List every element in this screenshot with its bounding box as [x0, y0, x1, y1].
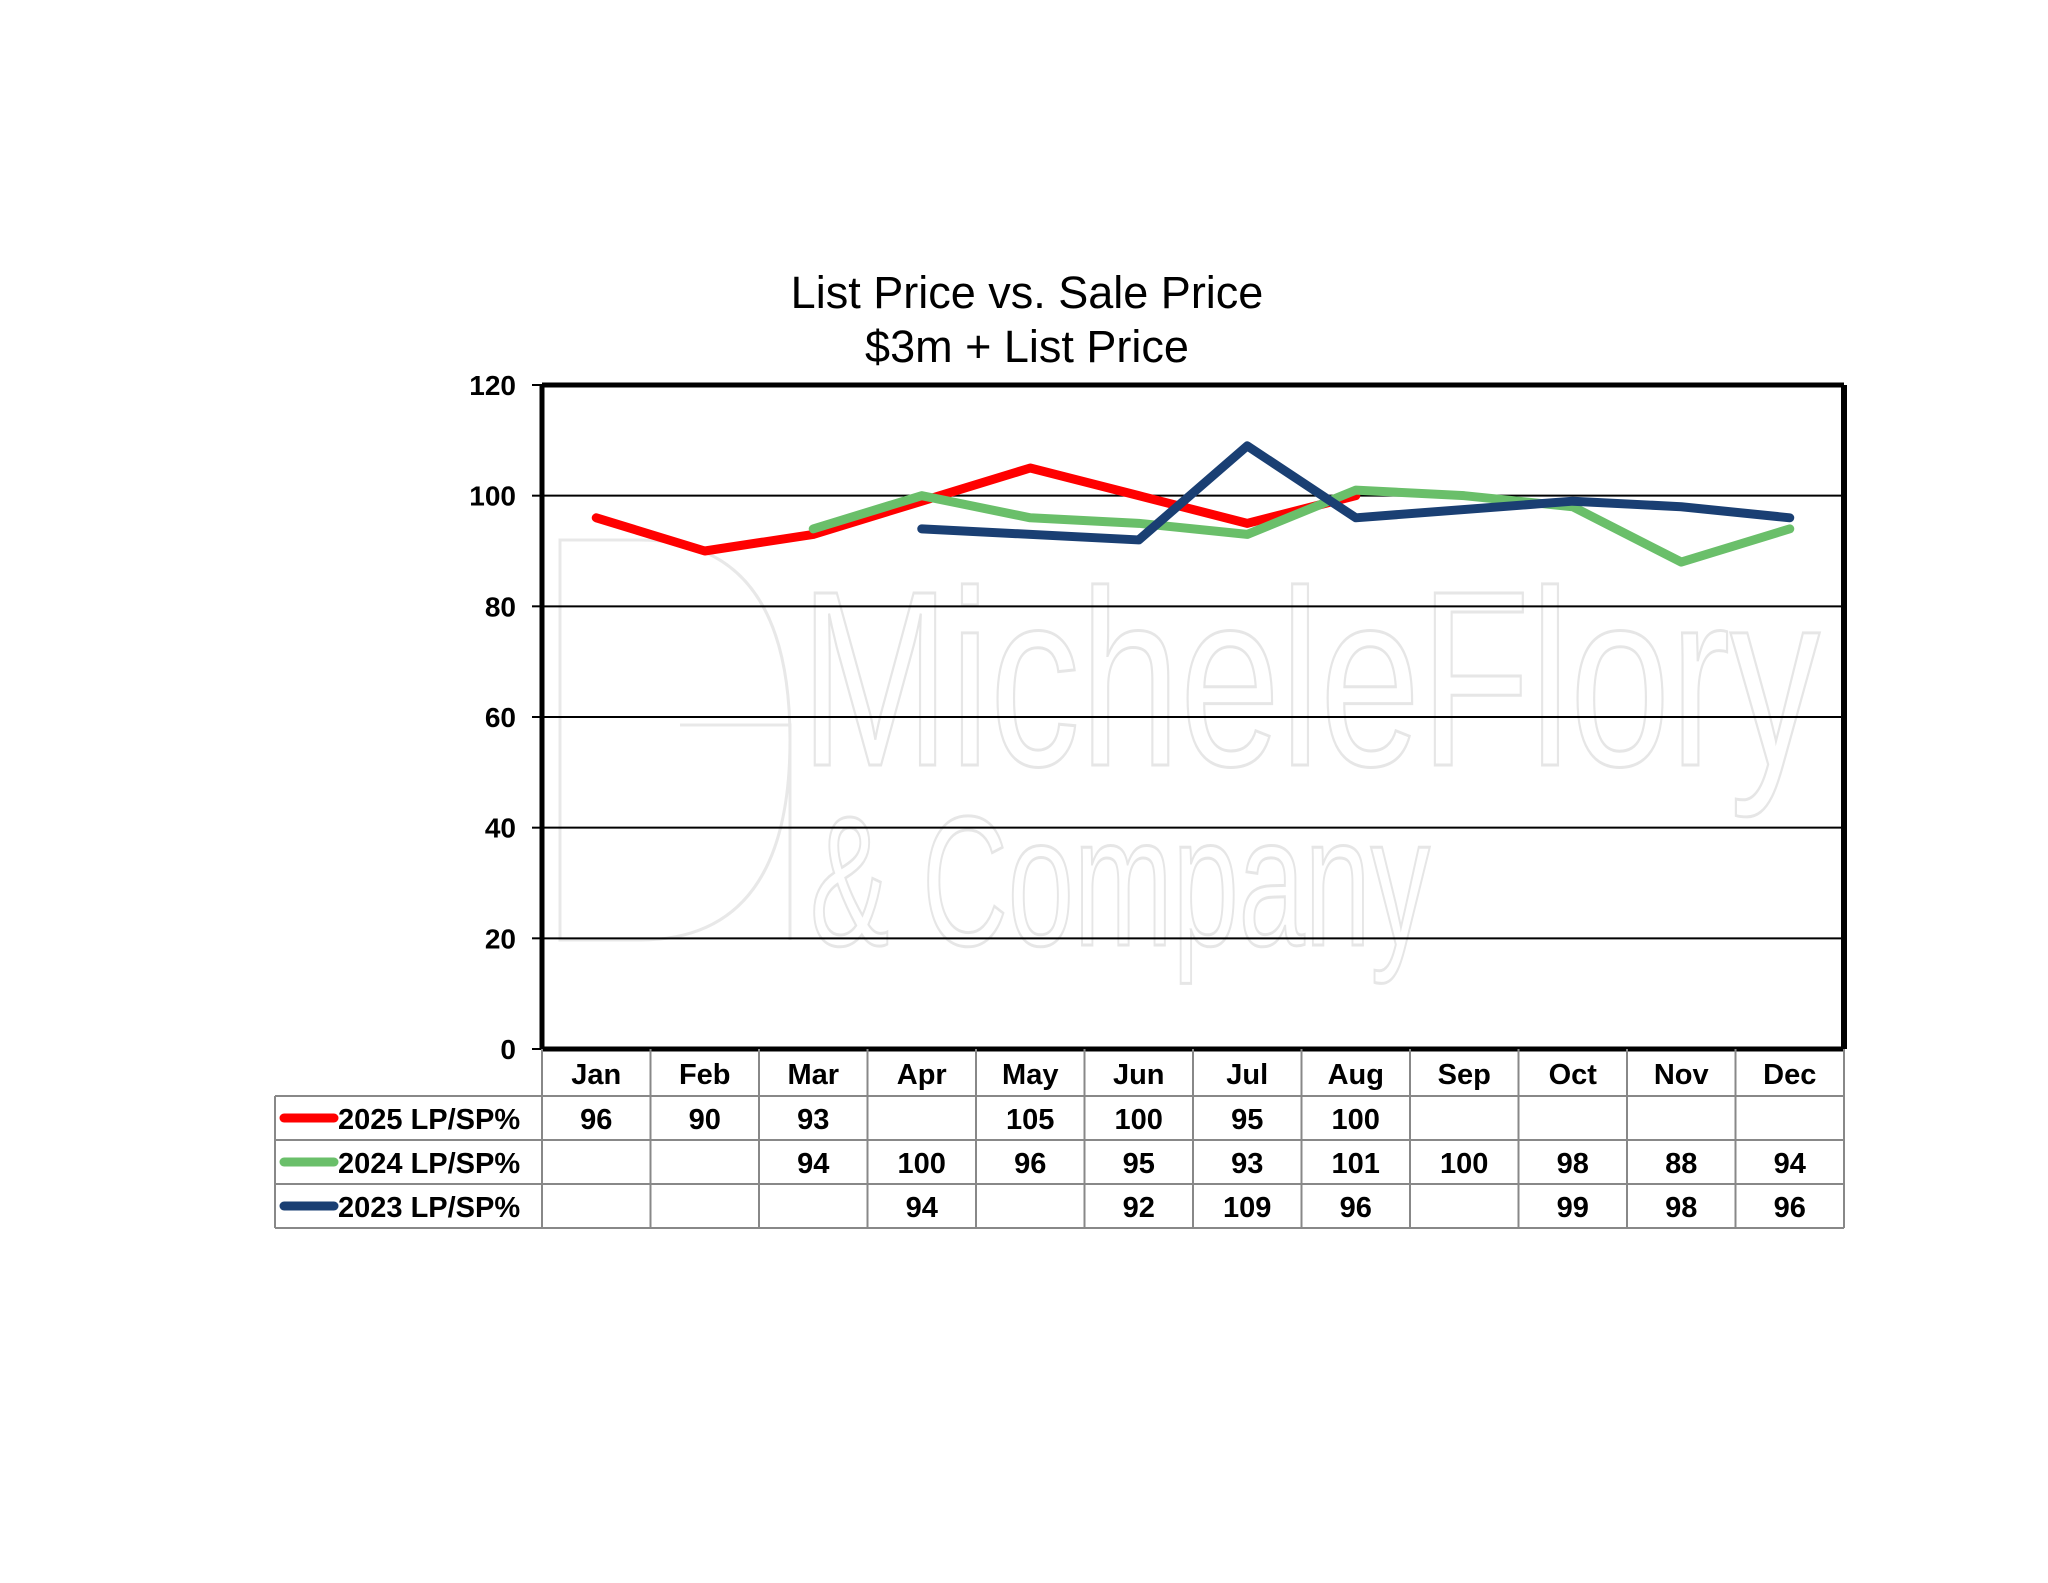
data-label: 95 [1231, 1104, 1263, 1136]
y-axis-ticks: 0 20 40 60 80 100 120 [469, 370, 542, 1065]
x-tick-label: Sep [1438, 1059, 1491, 1091]
chart-title-line-2: $3m + List Price [865, 321, 1189, 372]
data-label: 98 [1557, 1148, 1589, 1180]
data-label: 96 [1014, 1148, 1046, 1180]
watermark-text-1: MicheleFlory [800, 539, 1820, 818]
x-tick-label: Jan [571, 1059, 621, 1091]
watermark-logo: MicheleFlory & Company [558, 538, 1822, 987]
data-label: 88 [1665, 1148, 1697, 1180]
data-label: 94 [906, 1192, 938, 1224]
series-line [591, 463, 1361, 556]
y-tick-label: 0 [500, 1034, 516, 1065]
data-label: 100 [898, 1148, 946, 1180]
x-tick-label: Feb [679, 1059, 731, 1091]
y-tick-label: 60 [485, 702, 516, 733]
y-tick-label: 120 [469, 370, 516, 401]
chart-title-line-1: List Price vs. Sale Price [791, 267, 1264, 318]
x-tick-label: Apr [897, 1059, 947, 1091]
data-label: 100 [1332, 1104, 1380, 1136]
y-tick-label: 40 [485, 813, 516, 844]
legend-label: 2024 LP/SP% [338, 1148, 520, 1180]
data-label: 96 [580, 1104, 612, 1136]
data-label: 96 [1774, 1192, 1806, 1224]
x-tick-label: Jun [1113, 1059, 1165, 1091]
legend-label: 2025 LP/SP% [338, 1104, 520, 1136]
y-tick-label: 100 [469, 481, 516, 512]
series-line [808, 485, 1795, 567]
y-tick-label: 20 [485, 923, 516, 954]
series-lines [591, 441, 1795, 567]
series-line [917, 441, 1795, 545]
x-tick-label: Dec [1763, 1059, 1816, 1091]
x-tick-label: Oct [1549, 1059, 1598, 1091]
x-tick-label: Nov [1654, 1059, 1709, 1091]
data-label: 101 [1332, 1148, 1380, 1180]
data-label: 109 [1223, 1192, 1271, 1224]
x-tick-label: Mar [787, 1059, 839, 1091]
data-label: 100 [1115, 1104, 1163, 1136]
data-label: 93 [1231, 1148, 1263, 1180]
x-tick-label: Jul [1226, 1059, 1268, 1091]
data-label: 94 [1774, 1148, 1806, 1180]
data-label: 96 [1340, 1192, 1372, 1224]
data-label: 98 [1665, 1192, 1697, 1224]
watermark-text-2: & Company [810, 779, 1430, 985]
x-tick-label: Aug [1328, 1059, 1384, 1091]
data-label: 105 [1006, 1104, 1054, 1136]
data-label: 99 [1557, 1192, 1589, 1224]
data-label: 93 [797, 1104, 829, 1136]
data-table: Jan Feb Mar Apr May Jun Jul Aug Sep Oct Nov Dec 2025… [274, 1049, 1845, 1229]
data-label: 92 [1123, 1192, 1155, 1224]
y-tick-label: 80 [485, 591, 516, 622]
data-label: 90 [689, 1104, 721, 1136]
data-label: 95 [1123, 1148, 1155, 1180]
x-tick-label: May [1002, 1059, 1058, 1091]
data-label: 100 [1440, 1148, 1488, 1180]
legend-label: 2023 LP/SP% [338, 1192, 520, 1224]
data-label: 94 [797, 1148, 829, 1180]
